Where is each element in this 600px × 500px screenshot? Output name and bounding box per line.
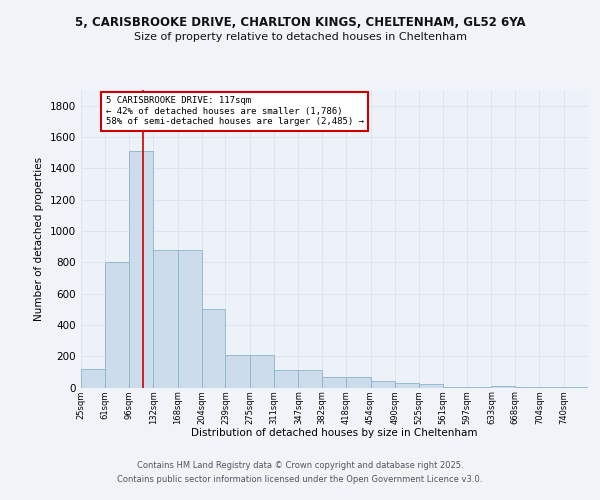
Bar <box>322 378 346 388</box>
Bar <box>274 370 298 388</box>
Bar <box>491 386 515 388</box>
Y-axis label: Number of detached properties: Number of detached properties <box>34 156 44 321</box>
Bar <box>371 381 395 388</box>
Bar <box>395 383 419 388</box>
Text: Size of property relative to detached houses in Cheltenham: Size of property relative to detached ho… <box>133 32 467 42</box>
Bar <box>250 354 274 388</box>
Text: 5 CARISBROOKE DRIVE: 117sqm
← 42% of detached houses are smaller (1,786)
58% of : 5 CARISBROOKE DRIVE: 117sqm ← 42% of det… <box>106 96 364 126</box>
Bar <box>346 378 371 388</box>
Bar <box>419 384 443 388</box>
Bar <box>106 262 129 388</box>
Bar <box>226 354 250 388</box>
Text: 5, CARISBROOKE DRIVE, CHARLTON KINGS, CHELTENHAM, GL52 6YA: 5, CARISBROOKE DRIVE, CHARLTON KINGS, CH… <box>74 16 526 29</box>
X-axis label: Distribution of detached houses by size in Cheltenham: Distribution of detached houses by size … <box>191 428 478 438</box>
Bar <box>178 250 202 388</box>
Bar <box>202 309 226 388</box>
Bar <box>153 250 178 388</box>
Text: Contains HM Land Registry data © Crown copyright and database right 2025.: Contains HM Land Registry data © Crown c… <box>137 462 463 470</box>
Bar <box>129 151 153 388</box>
Bar <box>443 386 467 388</box>
Bar <box>81 368 106 388</box>
Bar <box>298 370 322 388</box>
Text: Contains public sector information licensed under the Open Government Licence v3: Contains public sector information licen… <box>118 476 482 484</box>
